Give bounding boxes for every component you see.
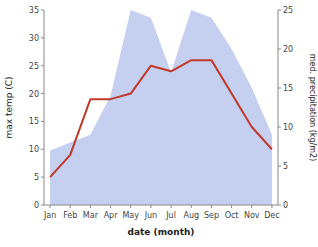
y2-tick-label: 0	[283, 201, 288, 210]
y-tick-label: 0	[34, 201, 39, 210]
x-tick	[90, 205, 91, 208]
y2-tick-label: 25	[283, 6, 293, 15]
y-tick-label: 30	[29, 34, 39, 43]
y-tick	[41, 65, 44, 66]
x-tick	[271, 205, 272, 208]
y-tick	[41, 149, 44, 150]
x-tick-label: Sep	[204, 211, 219, 220]
precipitation-area	[50, 10, 272, 205]
y-tick-label: 5	[34, 173, 39, 182]
x-tick-label: Apr	[104, 211, 119, 220]
x-tick-label: Oct	[225, 211, 239, 220]
y-tick	[41, 93, 44, 94]
x-tick-label: Feb	[63, 211, 77, 220]
x-tick-label: Nov	[244, 211, 260, 220]
x-tick-label: Mar	[83, 211, 99, 220]
y2-tick	[278, 127, 281, 128]
y2-tick	[278, 88, 281, 89]
x-tick-label: Jan	[43, 211, 56, 220]
y2-tick	[278, 10, 281, 11]
y2-axis-line	[278, 10, 279, 205]
y2-axis-label: med. precipitation (kg/m2)	[308, 54, 317, 161]
y2-tick	[278, 205, 281, 206]
x-tick-label: Jun	[144, 211, 158, 220]
y-tick	[41, 10, 44, 11]
x-tick	[70, 205, 71, 208]
x-tick-label: Dec	[264, 211, 279, 220]
y-tick-label: 20	[29, 90, 39, 99]
plot-area	[50, 10, 272, 205]
x-axis-line	[44, 205, 278, 206]
y-axis-label: max temp (C)	[4, 76, 14, 138]
x-tick-label: May	[122, 211, 139, 220]
x-tick	[171, 205, 172, 208]
y-tick-label: 25	[29, 62, 39, 71]
y-tick-label: 15	[29, 117, 39, 126]
x-tick	[110, 205, 111, 208]
x-tick	[231, 205, 232, 208]
y-tick-label: 35	[29, 6, 39, 15]
y-tick	[41, 177, 44, 178]
y-tick-label: 10	[29, 145, 39, 154]
y2-tick-label: 15	[283, 84, 293, 93]
x-tick	[50, 205, 51, 208]
x-tick	[150, 205, 151, 208]
x-axis-label: date (month)	[128, 227, 195, 237]
x-tick	[251, 205, 252, 208]
y2-tick-label: 10	[283, 123, 293, 132]
y-tick	[41, 37, 44, 38]
x-tick-label: Aug	[183, 211, 199, 220]
y2-tick	[278, 49, 281, 50]
x-tick	[130, 205, 131, 208]
y-axis-line	[44, 10, 45, 205]
x-tick	[191, 205, 192, 208]
y-tick	[41, 121, 44, 122]
temperature-line	[50, 60, 272, 177]
y2-tick-label: 20	[283, 45, 293, 54]
chart: 0 5 10 15 20 25 30 35 0 5 10 15 20 25 Jan Feb Mar AprMay J…	[0, 0, 318, 247]
y-tick	[41, 205, 44, 206]
x-tick-label: Jul	[165, 211, 176, 220]
y2-tick-label: 5	[283, 162, 288, 171]
y2-tick	[278, 166, 281, 167]
x-tick	[211, 205, 212, 208]
